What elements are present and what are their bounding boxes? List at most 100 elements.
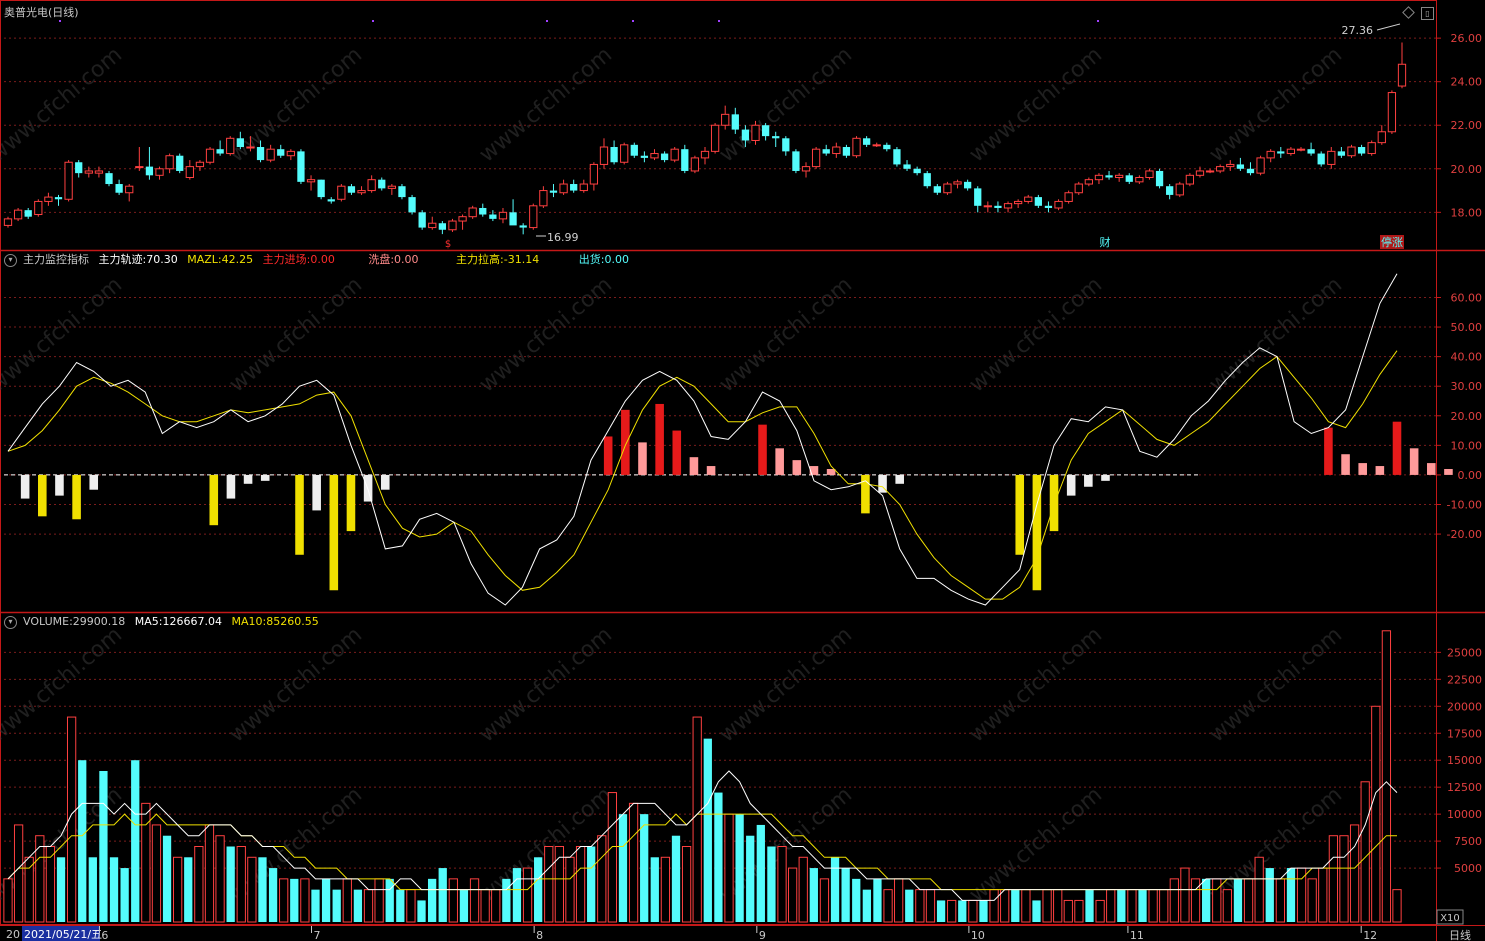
volume-bar: [958, 900, 967, 922]
indicator-tick-label: 0.00: [1458, 469, 1483, 482]
volume-bar: [385, 878, 394, 922]
candle: [1307, 149, 1315, 154]
volume-bar: [1222, 889, 1232, 923]
candle: [953, 181, 962, 185]
price-tick-label: 20.00: [1451, 163, 1483, 176]
volume-bar: [131, 760, 140, 922]
price-tick-label: 26.00: [1451, 32, 1483, 45]
candle: [44, 196, 53, 202]
mazl-label: MAZL:: [187, 253, 222, 266]
candle: [660, 153, 669, 161]
volume-bar: [565, 856, 575, 923]
indicator-header: ▾ 主力监控指标 主力轨迹:70.30 MAZL:42.25 主力进场:0.00 …: [4, 253, 635, 267]
watermark-text: www.cfchi.com: [475, 622, 617, 747]
candle: [792, 151, 800, 171]
chevron-down-icon[interactable]: ▾: [4, 615, 17, 629]
event-dot: [632, 20, 634, 22]
marker-tui: 停涨: [1381, 235, 1403, 249]
candle: [933, 186, 941, 193]
window-toggle-icon[interactable]: ▯: [1421, 7, 1434, 20]
candle: [84, 170, 93, 174]
candle: [1044, 205, 1053, 208]
candle: [489, 214, 497, 219]
indicator-bar: [329, 474, 339, 591]
indicator-tick-label: -10.00: [1447, 498, 1482, 511]
volume-bar: [714, 792, 723, 922]
candle: [115, 184, 123, 193]
marker-cai: 财: [1100, 235, 1111, 249]
chevron-down-icon[interactable]: ▾: [4, 253, 17, 267]
candle: [3, 218, 13, 226]
indicator-tick-label: -20.00: [1447, 528, 1482, 541]
volume-bar: [587, 846, 596, 922]
indicator-bar: [295, 474, 304, 555]
candle: [438, 223, 446, 230]
volume-bar: [56, 857, 66, 922]
volume-bar: [247, 856, 257, 923]
candle: [681, 149, 689, 171]
indicator-bar: [20, 474, 30, 499]
ma5-value: 126667.04: [162, 615, 223, 628]
indicator-bar: [1101, 474, 1110, 481]
volume-bar: [88, 857, 97, 922]
indicator-bar: [603, 436, 613, 475]
candle: [155, 168, 164, 176]
volume-bar: [300, 878, 310, 923]
candle: [1357, 147, 1366, 154]
volume-bar: [332, 889, 341, 922]
watermark-text: www.cfchi.com: [475, 42, 617, 167]
indicator-bar: [1084, 474, 1093, 487]
volume-tick-label: 15000: [1447, 754, 1482, 767]
candle: [903, 164, 911, 169]
indicator-bar: [209, 474, 219, 526]
indicator-bar: [1427, 463, 1436, 475]
candle: [1034, 197, 1042, 206]
candle: [964, 181, 972, 189]
volume-bar: [1127, 889, 1137, 923]
indicator-bar: [621, 409, 630, 475]
track-label: 主力轨迹:: [98, 253, 147, 266]
x-month-label: 12: [1363, 929, 1377, 941]
event-dot: [372, 20, 374, 22]
candle: [185, 166, 194, 178]
volume-bar: [798, 856, 808, 923]
volume-value: 29900.18: [72, 615, 126, 628]
candle: [1256, 157, 1265, 174]
volume-bar: [1339, 835, 1349, 923]
volume-bar: [703, 738, 712, 922]
volume-bar: [819, 878, 830, 923]
volume-bar: [1328, 835, 1339, 923]
volume-bar: [756, 824, 765, 922]
volume-bar: [554, 846, 564, 923]
volume-bar: [268, 868, 278, 922]
indicator-bar: [1375, 466, 1385, 475]
candle: [54, 197, 63, 200]
volume-bar: [746, 835, 755, 922]
indicator-bar: [895, 474, 904, 484]
candle: [650, 153, 659, 159]
high-price-label: 27.36: [1342, 24, 1374, 37]
indicator-tick-label: 60.00: [1451, 291, 1483, 304]
high-pointer: [1376, 23, 1401, 31]
candle: [640, 155, 649, 158]
candle: [1166, 186, 1174, 195]
candle: [700, 150, 710, 159]
indicator-bar: [1409, 448, 1419, 475]
candle: [1317, 153, 1325, 165]
x-month-label: 7: [313, 929, 320, 941]
volume-bar: [640, 814, 649, 922]
candle: [1286, 148, 1296, 155]
out-label: 出货:: [578, 253, 605, 266]
candle: [974, 188, 982, 206]
volume-bar: [735, 814, 744, 922]
volume-bar: [396, 889, 405, 922]
candle: [266, 148, 275, 161]
volume-bar: [628, 802, 639, 923]
candle: [34, 200, 43, 216]
watermark-text: www.cfchi.com: [1205, 622, 1347, 747]
volume-bar: [787, 867, 798, 923]
kline-header: 奥普光电(日线): [4, 6, 85, 20]
volume-bar: [24, 856, 34, 923]
candle: [195, 161, 205, 168]
